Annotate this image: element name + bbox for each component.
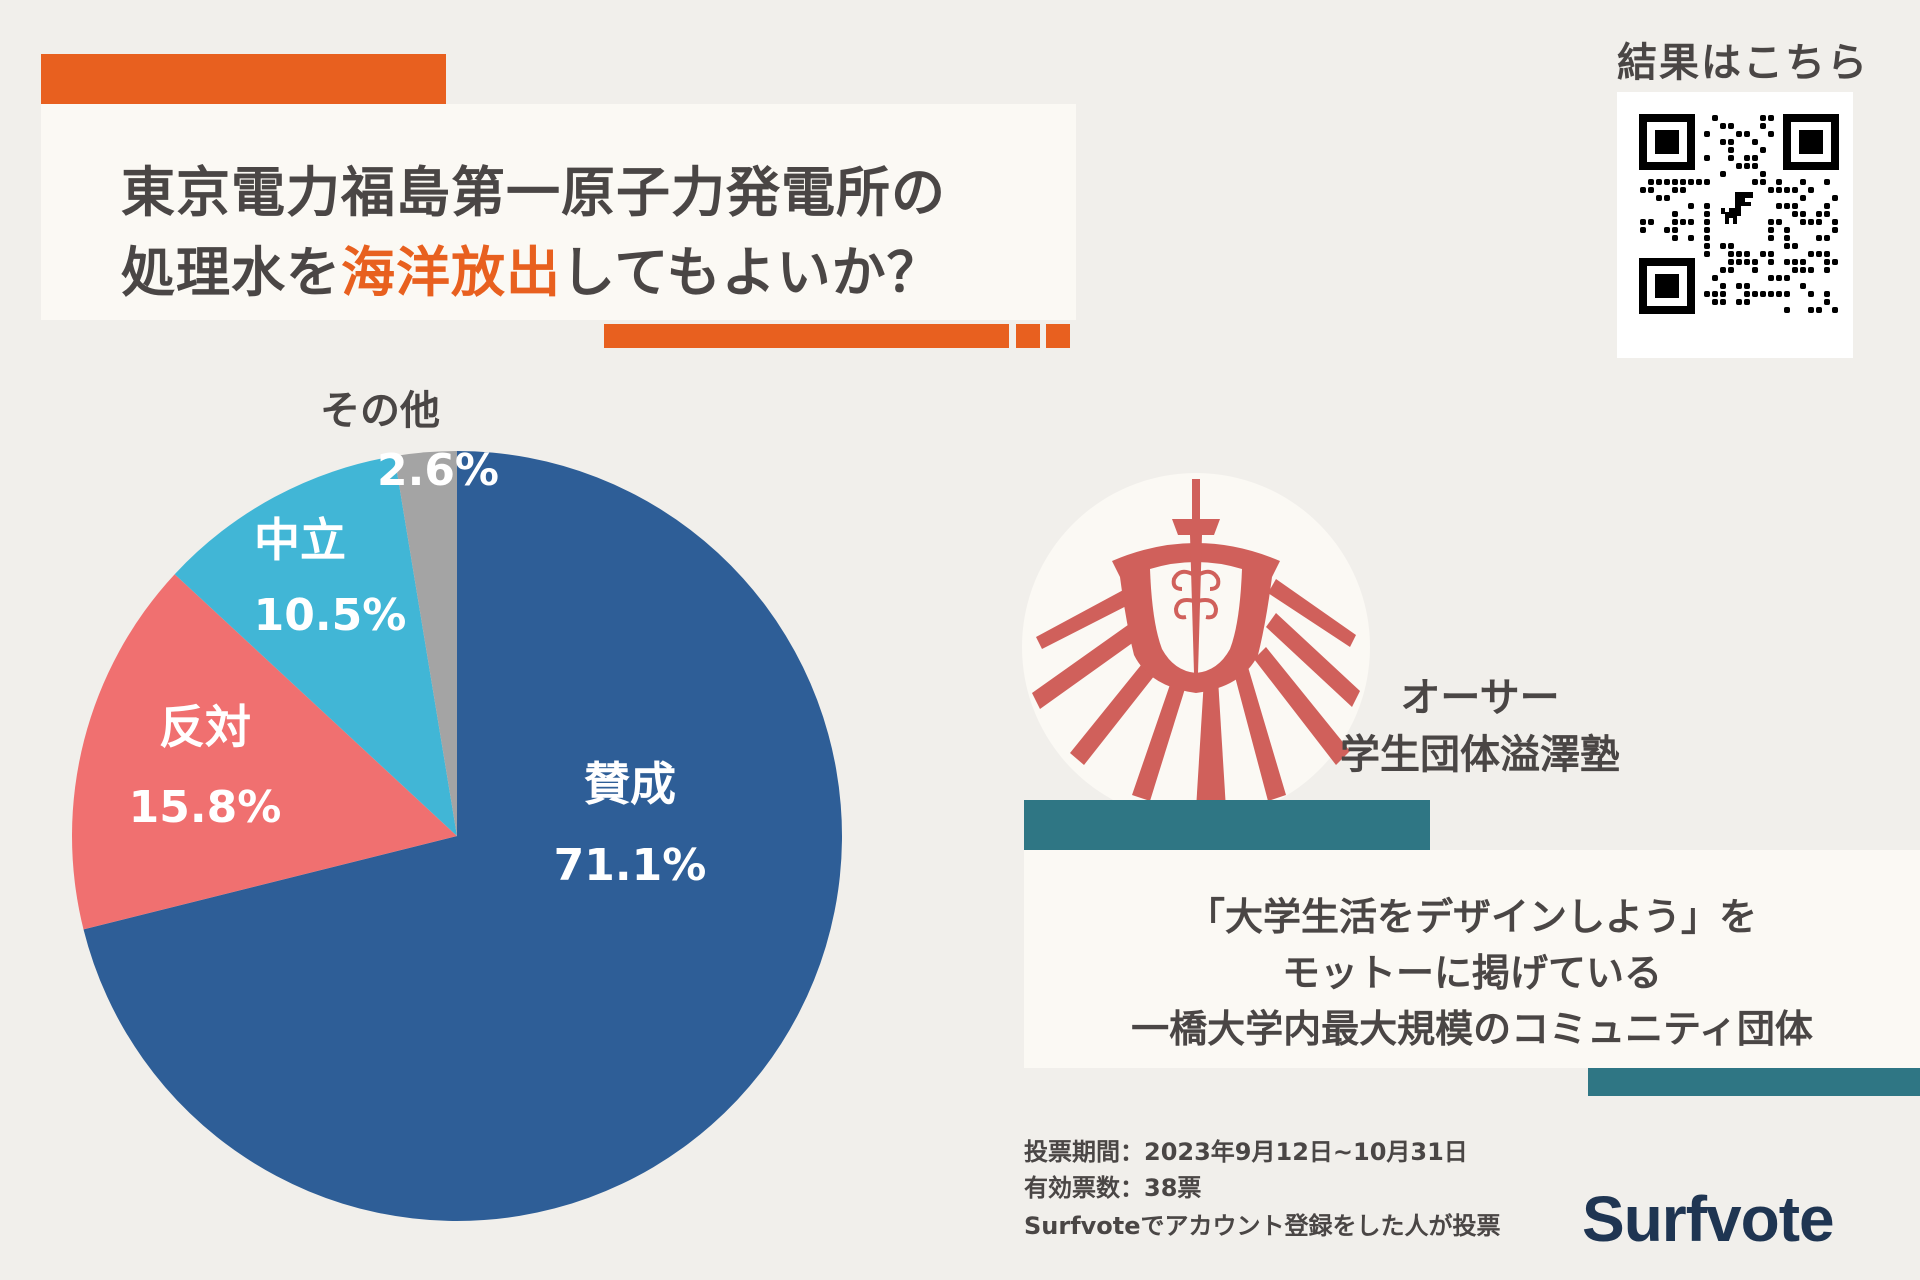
pie-label-other: その他 <box>320 388 440 434</box>
vote-count: 有効票数：38票 <box>1024 1174 1202 1202</box>
qr-label: 結果はこちら <box>1617 40 1869 86</box>
description-line-1: 「大学生活をデザインしよう」を <box>1186 895 1757 939</box>
pie-slice-support <box>83 451 842 1221</box>
description-box: 「大学生活をデザインしよう」を モットーに掲げている 一橋大学内最大規模のコミュ… <box>1024 850 1920 1068</box>
pie-slice-support-name: 賛成 <box>584 757 676 811</box>
pie-slice-neutral <box>174 456 457 836</box>
author-role: オーサー <box>1400 675 1560 721</box>
dino-icon <box>1721 192 1753 224</box>
pie-slice-other <box>394 451 457 836</box>
description-line-3: 一橋大学内最大規模のコミュニティ団体 <box>1131 1007 1813 1051</box>
pie-slice-oppose-value: 15.8% <box>129 782 282 833</box>
pie-slice-neutral-value: 10.5% <box>254 590 407 641</box>
title-line-2: 処理水を海洋放出してもよいか？ <box>121 228 942 307</box>
title-highlight: 海洋放出 <box>341 241 561 304</box>
pie-chart: 賛成 71.1% 反対 15.8% 中立 10.5% 2.6% <box>72 445 842 1221</box>
vote-period: 投票期間：2023年9月12日~10月31日 <box>1024 1138 1468 1166</box>
description-line-2: モットーに掲げている <box>1281 951 1662 995</box>
title-box: 東京電力福島第一原子力発電所の 処理水を海洋放出してもよいか？ <box>41 104 1076 320</box>
pie-slice-support-value: 71.1% <box>554 840 707 891</box>
vote-note: Surfvoteでアカウント登録をした人が投票 <box>1024 1212 1501 1240</box>
title-line-2-prefix: 処理水を <box>121 241 341 304</box>
author-name: 学生団体溢澤塾 <box>1340 732 1620 778</box>
qr-code-graphic <box>1639 114 1839 314</box>
title-accent-square-1 <box>1016 324 1040 348</box>
pie-slice-other-value: 2.6% <box>377 445 499 496</box>
qr-code[interactable] <box>1617 92 1853 358</box>
description-accent-bar-top <box>1024 800 1430 850</box>
author-logo <box>1022 473 1370 821</box>
title-accent-square-2 <box>1046 324 1070 348</box>
author-logo-emblem <box>1022 473 1370 821</box>
pie-slice-neutral-name: 中立 <box>254 513 346 567</box>
title-line-2-suffix: してもよいか？ <box>561 241 942 304</box>
description-accent-bar-bottom <box>1588 1068 1920 1096</box>
title-accent-bar-top <box>41 54 446 104</box>
pie-slice-oppose <box>72 574 458 930</box>
title-accent-bar-bottom <box>604 324 1009 348</box>
pie-slice-oppose-name: 反対 <box>159 700 251 754</box>
title-line-1: 東京電力福島第一原子力発電所の <box>121 161 946 224</box>
surfvote-logo[interactable]: Surfvote <box>1582 1183 1835 1255</box>
